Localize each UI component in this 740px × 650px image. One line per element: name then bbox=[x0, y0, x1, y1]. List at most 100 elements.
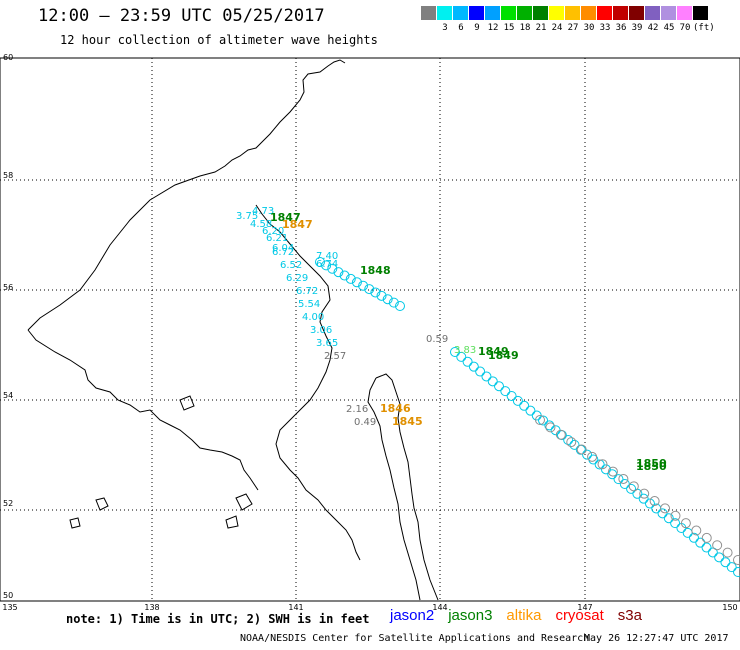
altimeter-tracks: 4.733.754.586.206.216.046.72 7.406.52 6.74… bbox=[236, 206, 740, 577]
track-sample-mark bbox=[587, 451, 598, 462]
track-sample-mark bbox=[628, 481, 639, 492]
track-sample-mark bbox=[663, 513, 674, 524]
track-sample-mark bbox=[701, 532, 712, 543]
track-sample-mark bbox=[333, 267, 344, 278]
island-2 bbox=[235, 493, 253, 511]
color-swatch bbox=[501, 6, 517, 20]
color-swatch bbox=[645, 6, 661, 20]
wave-height-label: 4.73 bbox=[252, 206, 274, 217]
color-label: 18 bbox=[519, 23, 531, 33]
track-sample-mark bbox=[395, 301, 405, 311]
pass-time-label: 1849 bbox=[488, 349, 519, 362]
satellite-legend-item: s3a bbox=[617, 607, 642, 624]
wave-height-label: 6.04 bbox=[272, 243, 294, 254]
track-sample-mark bbox=[370, 287, 381, 298]
track-sample-mark bbox=[680, 518, 691, 529]
color-scale-bar bbox=[421, 6, 709, 20]
credit-line: NOAA/NESDIS Center for Satellite Applica… bbox=[240, 633, 590, 644]
lat-tick-label: 60 bbox=[3, 53, 13, 62]
pass-time-label: 1847 bbox=[282, 218, 313, 231]
map-frame bbox=[0, 57, 740, 602]
lat-tick-label: 58 bbox=[3, 171, 13, 180]
lon-tick-label: 147 bbox=[577, 603, 592, 612]
color-swatch bbox=[437, 6, 453, 20]
track-sample-mark bbox=[321, 260, 332, 271]
track-sample-mark bbox=[555, 429, 566, 440]
color-swatch bbox=[629, 6, 645, 20]
wave-height-label: 3.83 bbox=[454, 345, 476, 356]
wave-height-label: 5.54 bbox=[298, 299, 320, 310]
track-sample-mark bbox=[670, 510, 681, 521]
track-sample-mark bbox=[535, 415, 545, 425]
track-sample-mark bbox=[582, 449, 593, 460]
color-label: (ft) bbox=[693, 23, 715, 33]
color-label: 36 bbox=[615, 23, 627, 33]
pass-time-label: 1846 bbox=[380, 402, 411, 415]
track-sample-mark bbox=[512, 395, 523, 406]
color-swatch bbox=[485, 6, 501, 20]
island-1 bbox=[95, 497, 109, 511]
color-swatch bbox=[469, 6, 485, 20]
track-sample-mark bbox=[733, 555, 740, 565]
track-sample-mark bbox=[576, 444, 587, 455]
track-sample-mark bbox=[481, 371, 492, 382]
track-sample-mark bbox=[500, 386, 511, 397]
coastline-main bbox=[27, 59, 346, 331]
color-label: 6 bbox=[458, 23, 464, 33]
track-sample-mark bbox=[688, 532, 699, 543]
track-sample-mark bbox=[639, 488, 650, 499]
track-sample-mark bbox=[720, 557, 731, 568]
wave-height-label: 6.52 bbox=[280, 260, 302, 271]
color-swatch bbox=[549, 6, 565, 20]
track-sample-mark bbox=[563, 435, 574, 445]
track-sample-mark bbox=[315, 257, 325, 267]
lon-tick-label: 150 bbox=[722, 603, 737, 612]
satellite-legend: jason2 jason3 altika cryosat s3a bbox=[390, 607, 642, 624]
island-4 bbox=[69, 517, 81, 529]
track-sample-mark bbox=[569, 439, 580, 450]
track-sample-mark bbox=[475, 366, 486, 377]
track-sample-mark bbox=[364, 284, 375, 295]
wave-height-label: 0.49 bbox=[354, 417, 376, 428]
pass-time-label: 1847 bbox=[270, 211, 301, 224]
axis-ticks: 60 58 56 54 52 50 135 138 141 144 147 150 bbox=[2, 53, 737, 612]
lat-tick-label: 52 bbox=[3, 499, 13, 508]
color-swatch bbox=[597, 6, 613, 20]
wave-height-label: 3.75 bbox=[236, 211, 258, 222]
color-label: 45 bbox=[663, 23, 675, 33]
color-label: 24 bbox=[551, 23, 563, 33]
lat-lon-grid bbox=[0, 58, 740, 600]
wave-height-label: 6.21 bbox=[266, 233, 288, 244]
wave-height-label: 6.74 bbox=[316, 259, 338, 270]
wave-height-label: 6.72 bbox=[296, 286, 318, 297]
track-sample-mark bbox=[450, 347, 460, 357]
wave-height-label: 6.72 bbox=[272, 247, 294, 258]
wave-height-label: 0.59 bbox=[426, 334, 448, 345]
track-sample-mark bbox=[726, 562, 737, 573]
track-sample-mark bbox=[494, 381, 505, 392]
track-sample-mark bbox=[714, 552, 725, 563]
track-sample-mark bbox=[618, 473, 629, 484]
color-swatch bbox=[677, 6, 693, 20]
track-sample-mark bbox=[506, 391, 517, 401]
wave-height-label: 4.00 bbox=[302, 312, 324, 323]
sakhalin-west bbox=[367, 377, 421, 601]
sakhalin-east bbox=[375, 373, 439, 601]
satellite-legend-item: jason3 bbox=[448, 607, 493, 624]
wave-height-label: 3.65 bbox=[316, 338, 338, 349]
pass-time-label: 1848 bbox=[360, 264, 391, 277]
track-sample-mark bbox=[388, 297, 399, 308]
track-sample-mark bbox=[695, 537, 706, 548]
color-label: 39 bbox=[631, 23, 643, 33]
satellite-legend-item: cryosat bbox=[555, 607, 604, 624]
track-sample-mark bbox=[566, 437, 577, 448]
satellite-legend-item: jason2 bbox=[390, 607, 435, 624]
track-sample-mark bbox=[600, 464, 611, 475]
color-label: 70 bbox=[679, 23, 691, 33]
track-sample-mark bbox=[588, 454, 599, 465]
track-sample-mark bbox=[462, 356, 473, 367]
track-sample-mark bbox=[670, 518, 681, 529]
track-sample-mark bbox=[660, 503, 671, 514]
track-sample-mark bbox=[339, 270, 350, 281]
